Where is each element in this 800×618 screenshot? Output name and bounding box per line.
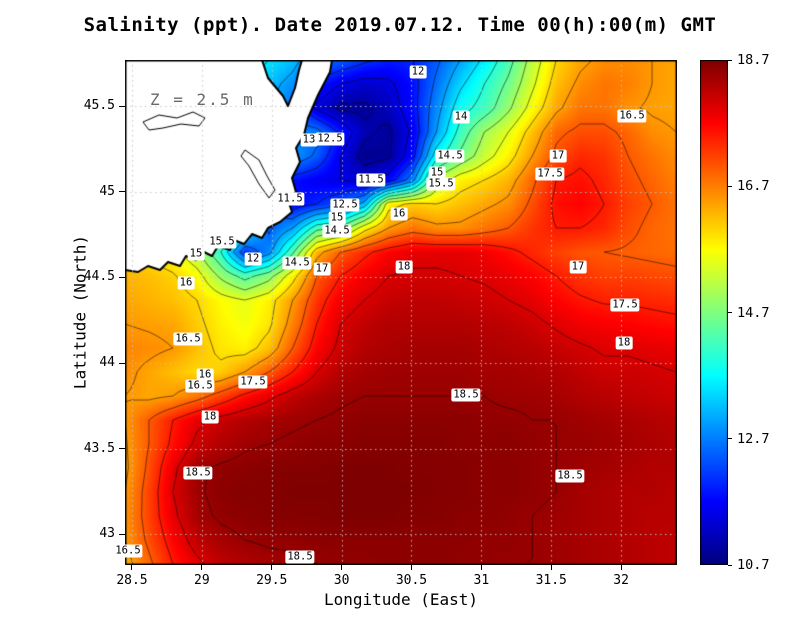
colorbar-tick-label: 14.7 <box>737 304 770 321</box>
x-tick-mark <box>480 565 482 570</box>
x-tick-label: 28.5 <box>116 573 148 588</box>
y-tick-label: 45.5 <box>83 98 115 114</box>
x-tick-mark <box>131 565 133 570</box>
colorbar-tick-mark <box>728 59 732 61</box>
y-tick-mark <box>119 276 125 278</box>
colorbar-tick-mark <box>728 438 732 440</box>
x-tick-label: 29.5 <box>256 573 288 588</box>
colorbar-tick-label: 12.7 <box>737 430 770 447</box>
colorbar-tick-mark <box>728 312 732 313</box>
y-tick-mark <box>119 362 125 364</box>
y-tick-mark <box>119 533 125 535</box>
x-tick-label: 30.5 <box>395 573 428 588</box>
x-tick-label: 31.5 <box>535 573 567 588</box>
x-tick-mark <box>201 565 203 570</box>
x-tick-mark <box>271 565 273 570</box>
x-tick-mark <box>410 565 412 570</box>
x-axis-label: Longitude (East) <box>323 590 479 609</box>
colorbar-tick-label: 16.7 <box>737 178 770 195</box>
y-tick-mark <box>119 105 125 107</box>
y-tick-label: 44 <box>99 355 115 370</box>
salinity-map-canvas <box>125 60 677 565</box>
figure-title: Salinity (ppt). Date 2019.07.12. Time 00… <box>83 14 717 36</box>
x-tick-mark <box>550 565 552 570</box>
colorbar-tick-label: 10.7 <box>737 557 770 573</box>
y-tick-mark <box>119 448 125 450</box>
colorbar <box>700 60 728 565</box>
y-tick-label: 43 <box>99 526 115 542</box>
x-tick-label: 31 <box>473 573 490 588</box>
y-tick-label: 43.5 <box>83 440 115 456</box>
x-tick-label: 32 <box>613 573 629 588</box>
x-tick-label: 30 <box>333 573 350 588</box>
x-tick-label: 29 <box>194 573 210 588</box>
y-tick-label: 45 <box>99 183 115 199</box>
colorbar-tick-mark <box>728 185 732 187</box>
colorbar-tick-label: 18.7 <box>737 52 770 68</box>
x-tick-mark <box>341 565 343 570</box>
y-tick-label: 44.5 <box>83 269 115 285</box>
y-tick-mark <box>119 191 125 193</box>
depth-annotation: Z = 2.5 m <box>150 90 255 109</box>
colorbar-tick-mark <box>728 564 732 566</box>
x-tick-mark <box>620 565 622 570</box>
